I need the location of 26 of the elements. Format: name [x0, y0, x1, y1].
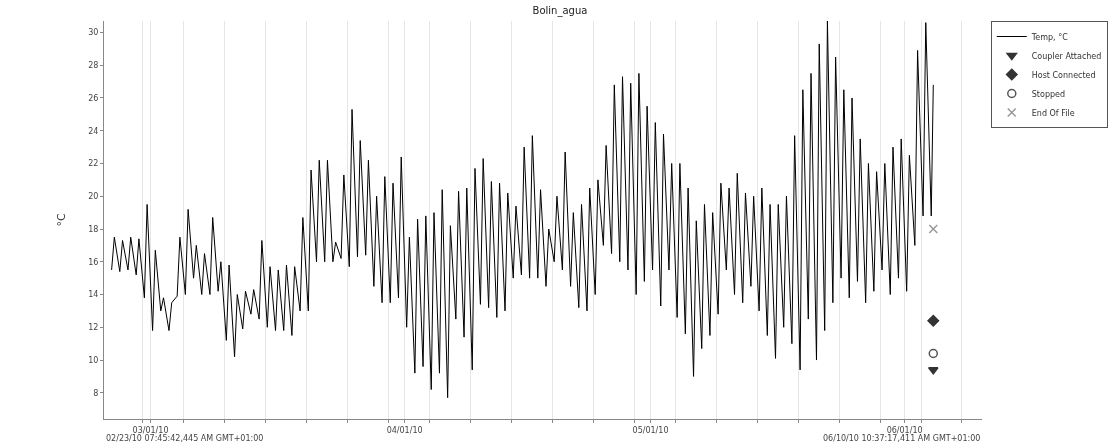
legend-label: Host Connected: [1031, 70, 1096, 80]
text: 02/23/10 07:45:42,445 AM GMT+01:00: [106, 434, 264, 443]
legend-label: Stopped: [1031, 89, 1066, 99]
line-series: [111, 21, 934, 399]
y-tick-label: 16: [88, 257, 99, 267]
y-tick-label: 24: [88, 126, 99, 136]
y-tick-label: 8: [93, 388, 99, 398]
y-tick-label: 12: [88, 323, 99, 333]
text: 06/10/10 10:37:17,411 AM GMT+01:00: [823, 434, 981, 443]
y-tick-label: 18: [88, 224, 99, 234]
y-tick-label: 22: [88, 159, 99, 169]
y-tick-label: 10: [88, 355, 99, 365]
x-tick-label: 05/01/10: [632, 425, 669, 435]
y-tick-label: 28: [88, 61, 99, 71]
legend-label: End Of File: [1031, 108, 1075, 118]
x-tick-label: 04/01/10: [386, 425, 423, 435]
x-tick-label: 03/01/10: [132, 425, 169, 435]
legend-label: Temp, °C: [1030, 32, 1069, 42]
legend-label: Coupler Attached: [1031, 51, 1102, 61]
x-tick-label: 06/01/10: [886, 425, 923, 435]
chart-title: Bolin_agua: [532, 4, 588, 17]
y-tick-label: 30: [88, 28, 99, 38]
y-tick-label: 14: [88, 290, 99, 300]
y-tick-label: 20: [88, 192, 99, 202]
y-tick-label: 26: [88, 93, 99, 103]
y-axis-title: °C: [54, 213, 68, 227]
